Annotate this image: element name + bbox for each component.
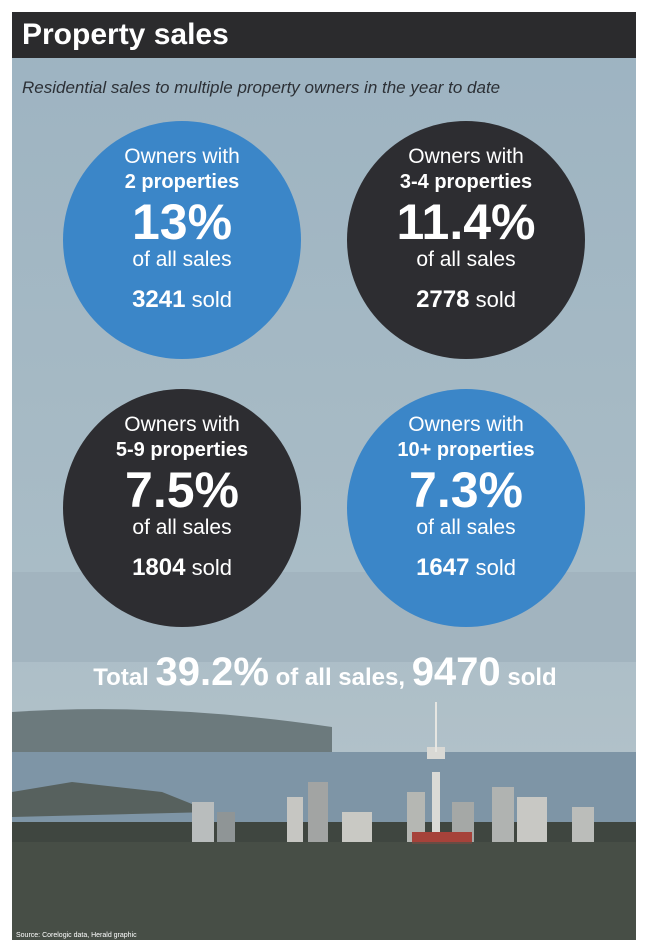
sold-count: 1647 [416,554,470,581]
sold-line: 1804 sold [63,554,301,582]
circle: Owners with 2 properties 13% of all sales 32… [63,121,301,359]
total-prefix: Total [93,664,149,691]
percent: 13% [131,194,233,250]
total: Total 39.2% of all sales, 9470 sold [0,650,650,695]
source: Source: Corelogic data, Herald graphic [16,932,137,939]
subtitle: Residential sales to multiple property o… [22,78,501,97]
sold-count: 3241 [132,286,186,313]
group: 5-9 properties [115,439,249,461]
sold-word: sold [191,287,232,312]
circle: Owners with 5-9 properties 7.5% of all sale… [63,389,301,627]
sold-line: 1647 sold [347,554,585,582]
total-middle: of all sales, [275,664,406,691]
share: of all sales [416,516,516,539]
intro: Owners with [408,145,524,168]
group: 10+ properties [397,439,535,461]
sold-count: 2778 [416,286,470,313]
title: Property sales [12,12,636,58]
total-suffix: sold [507,664,557,691]
group: 3-4 properties [399,171,533,193]
intro: Owners with [408,413,524,436]
sold-word: sold [191,555,232,580]
group: 2 properties [124,171,240,193]
total-percent: 39.2% [155,650,269,694]
percent: 7.3% [409,462,523,518]
total-sold: 9470 [411,650,501,694]
percent: 11.4% [396,194,536,250]
percent: 7.5% [125,462,239,518]
sold-line: 3241 sold [63,286,301,314]
share: of all sales [416,248,516,271]
share: of all sales [132,248,232,271]
intro: Owners with [124,145,240,168]
sold-count: 1804 [132,554,186,581]
circle: Owners with 10+ properties 7.3% of all sale… [347,389,585,627]
share: of all sales [132,516,232,539]
intro: Owners with [124,413,240,436]
sold-word: sold [475,555,516,580]
sold-word: sold [475,287,516,312]
sold-line: 2778 sold [347,286,585,314]
circle: Owners with 3-4 properties 11.4% of all sal… [347,121,585,359]
